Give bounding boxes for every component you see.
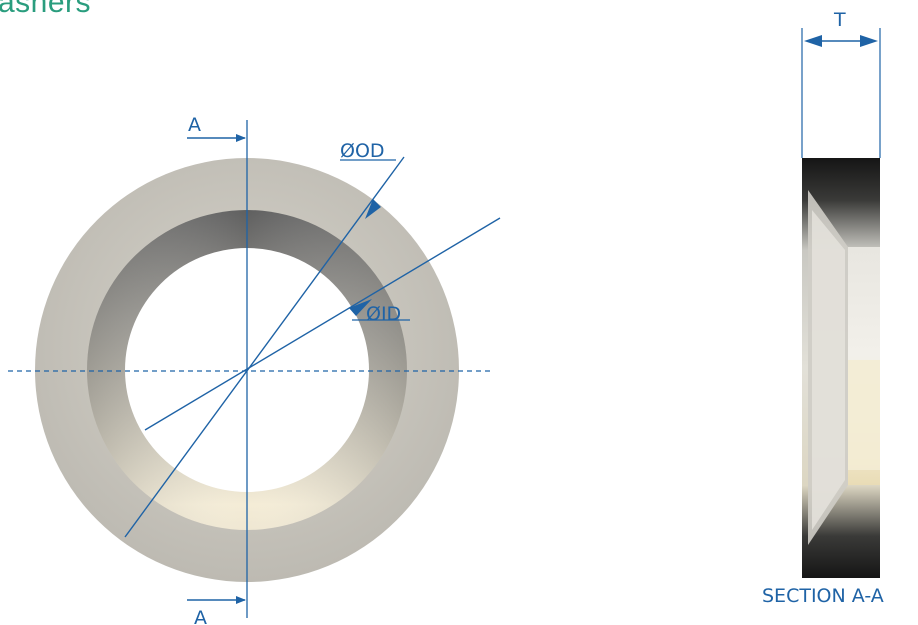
section-view [802, 158, 880, 578]
od-label: ØOD [340, 140, 385, 162]
id-arrowhead [349, 299, 372, 316]
thickness-label: T [833, 9, 846, 31]
section-marker-top: A [188, 114, 201, 136]
od-arrowhead [365, 199, 381, 219]
id-label: ØID [366, 303, 401, 325]
page-title: ashers [0, 0, 92, 19]
id-leader-line [144, 217, 501, 431]
thickness-arrow-left [804, 35, 822, 47]
thickness-arrow-right [860, 35, 878, 47]
section-bore-highlight [848, 360, 880, 470]
section-caption: SECTION A-A [762, 585, 884, 607]
section-marker-bottom: A [194, 607, 207, 625]
section-chamfer-highlight [812, 210, 845, 530]
od-leader-line [124, 156, 405, 538]
